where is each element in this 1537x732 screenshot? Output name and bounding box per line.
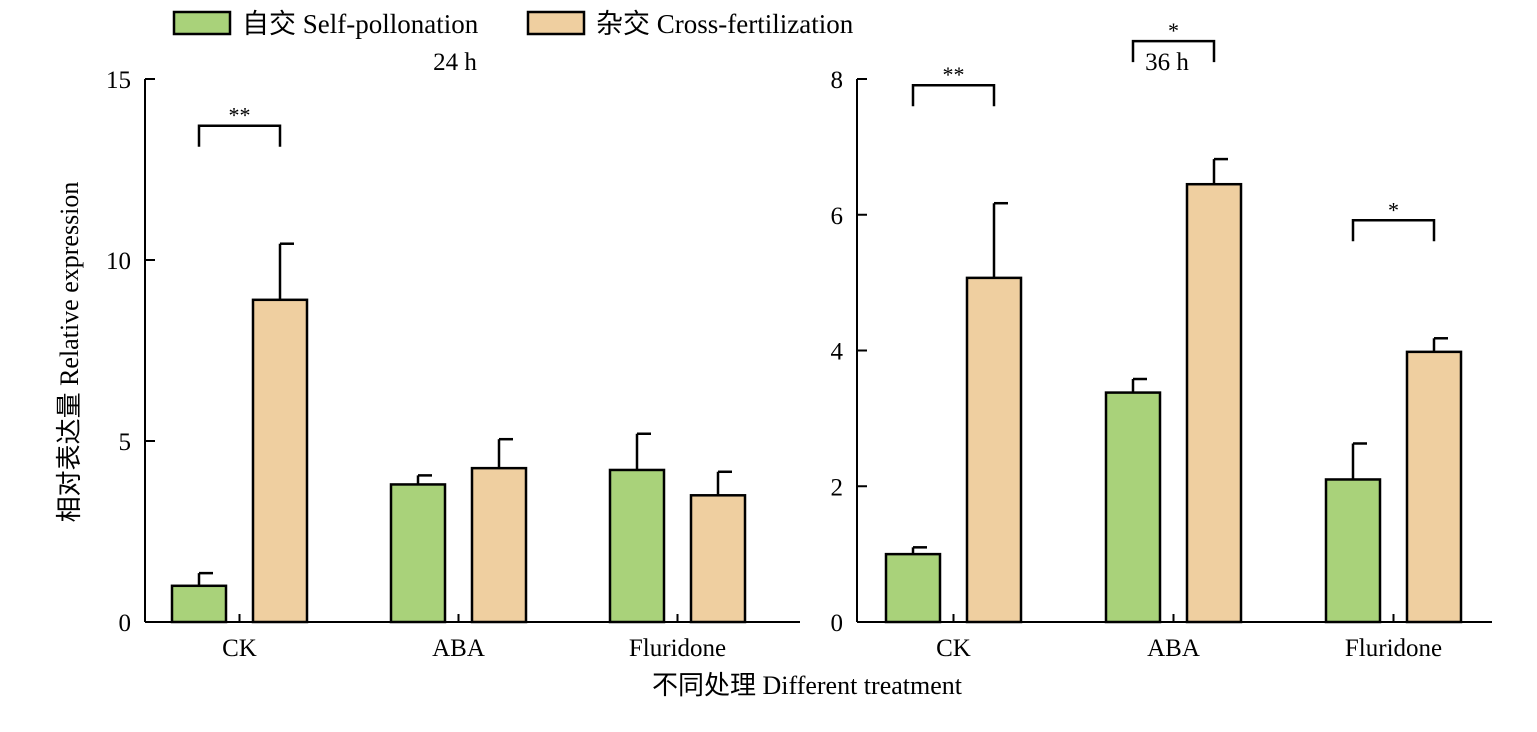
- bar: [884, 552, 942, 624]
- panel-24h: 0 5 10 15 CK ** ABA Fluridone: [106, 67, 800, 662]
- category-label: Fluridone: [629, 635, 726, 662]
- y-tick-label: 15: [106, 67, 131, 94]
- category-label: ABA: [1147, 635, 1200, 662]
- panel-title-24h: 24 h: [433, 49, 477, 76]
- bar: [608, 468, 666, 624]
- bar: [1405, 350, 1463, 624]
- category-label: Fluridone: [1345, 635, 1442, 662]
- y-axis-title: 相对表达量 Relative expression: [55, 182, 84, 523]
- legend-label-self: 自交 Self-pollonation: [242, 9, 479, 39]
- bar: [389, 483, 447, 624]
- significance-label: *: [1168, 18, 1179, 43]
- bar: [470, 466, 528, 624]
- y-tick-label: 0: [119, 610, 132, 637]
- legend-swatch-cross: [526, 10, 586, 36]
- significance-bracket: [197, 124, 282, 147]
- bar: [689, 494, 747, 624]
- category-label: CK: [936, 635, 971, 662]
- y-tick-label: 10: [106, 248, 131, 275]
- bar: [1324, 478, 1382, 624]
- bar: [965, 276, 1023, 624]
- panel-title-36h: 36 h: [1145, 49, 1189, 76]
- legend: 自交 Self-pollonation 杂交 Cross-fertilizati…: [172, 9, 854, 39]
- legend-label-cross: 杂交 Cross-fertilization: [596, 9, 854, 39]
- x-axis-title: 不同处理 Different treatment: [652, 671, 963, 700]
- category-label: CK: [222, 635, 257, 662]
- significance-bracket: [1351, 219, 1436, 242]
- significance-label: **: [229, 103, 251, 128]
- bar: [1185, 182, 1243, 624]
- significance-bracket: [1131, 39, 1216, 63]
- y-tick-label: 0: [831, 610, 844, 637]
- category-label: ABA: [432, 635, 485, 662]
- y-tick-label: 4: [831, 339, 844, 366]
- y-tick-label: 2: [831, 474, 844, 501]
- significance-label: **: [943, 62, 965, 87]
- significance-bracket: [911, 83, 996, 107]
- bar: [251, 298, 309, 624]
- bar: [1104, 391, 1162, 624]
- y-tick-label: 6: [831, 203, 844, 230]
- y-tick-label: 8: [831, 67, 844, 94]
- panel-36h: 0 2 4 6 8 CK ** ABA * Fluridone *: [831, 18, 1492, 662]
- significance-label: *: [1388, 197, 1399, 222]
- y-tick-label: 5: [119, 429, 132, 456]
- legend-swatch-self: [172, 10, 232, 36]
- bar: [170, 584, 228, 624]
